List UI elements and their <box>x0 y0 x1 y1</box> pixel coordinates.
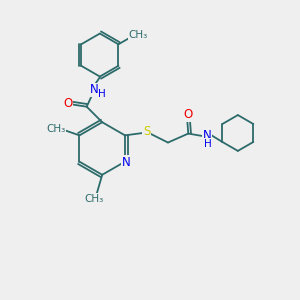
Text: S: S <box>143 125 150 138</box>
Text: N: N <box>90 83 98 97</box>
Text: H: H <box>203 139 211 149</box>
Text: N: N <box>203 129 212 142</box>
Text: O: O <box>63 97 72 110</box>
Text: CH₃: CH₃ <box>84 194 104 204</box>
Text: CH₃: CH₃ <box>46 124 65 134</box>
Text: H: H <box>98 88 106 99</box>
Text: O: O <box>183 108 192 121</box>
Text: N: N <box>122 156 131 169</box>
Text: CH₃: CH₃ <box>129 30 148 40</box>
